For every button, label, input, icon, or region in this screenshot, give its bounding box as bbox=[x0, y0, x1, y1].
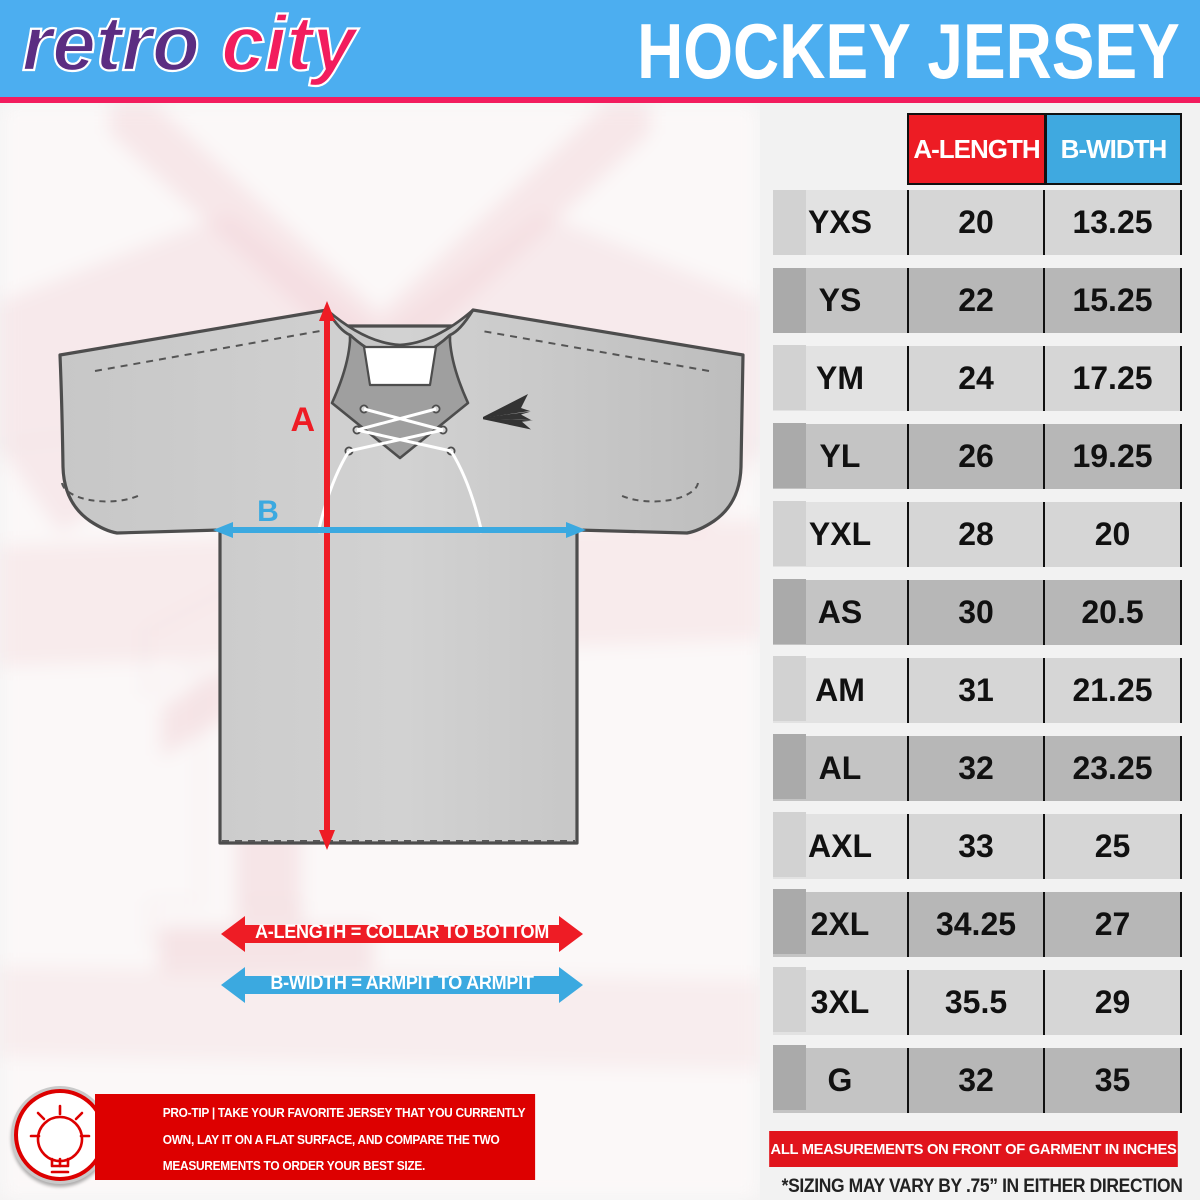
svg-text:A: A bbox=[290, 401, 315, 439]
svg-text:B: B bbox=[257, 495, 279, 528]
